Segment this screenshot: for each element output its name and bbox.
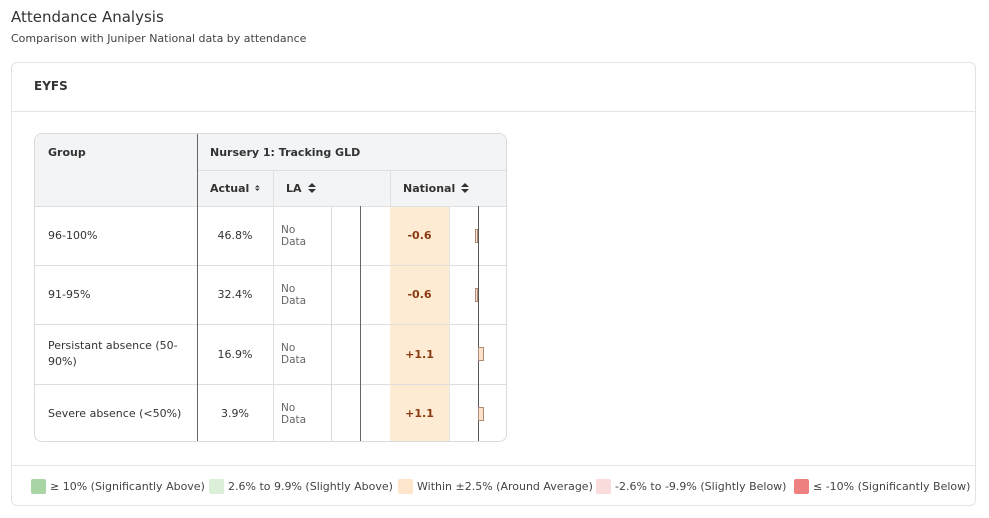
card-title: EYFS (34, 79, 68, 93)
col-line (360, 206, 361, 441)
row-line (35, 324, 506, 325)
la-cell: No Data (281, 342, 307, 366)
legend-swatch (596, 479, 611, 494)
difference-bar (478, 406, 485, 421)
sort-icon[interactable] (307, 183, 316, 193)
page-title: Attendance Analysis (11, 8, 164, 26)
legend-swatch (31, 479, 46, 494)
national-cell: +1.1 (405, 407, 434, 420)
sort-icon[interactable] (461, 183, 470, 193)
page-subtitle: Comparison with Juniper National data by… (11, 32, 307, 45)
row-line (35, 265, 506, 266)
row-line (197, 170, 506, 171)
national-cell: +1.1 (405, 347, 434, 361)
col-line (273, 170, 274, 441)
card: EYFS (11, 62, 976, 506)
actual-cell: 32.4% (217, 288, 253, 301)
legend-swatch (209, 479, 224, 494)
group-cell: Persistant absence (50-90%) (48, 339, 178, 368)
sort-icon[interactable] (255, 183, 260, 193)
col-line (390, 170, 391, 206)
col-line (197, 134, 198, 441)
header-label: LA (286, 181, 302, 195)
header-label: Actual (210, 181, 250, 195)
col-line (331, 206, 332, 441)
legend-label: 2.6% to 9.9% (Slightly Above) (228, 480, 393, 493)
group-cell: 91-95% (48, 287, 91, 301)
legend-label: ≤ -10% (Significantly Below) (813, 480, 971, 493)
sortable-header[interactable]: National (390, 170, 506, 206)
la-cell: No Data (281, 401, 307, 426)
header-cell: Group (48, 145, 86, 159)
legend-label: ≥ 10% (Significantly Above) (50, 480, 205, 493)
legend-swatch (398, 479, 413, 494)
actual-cell: 16.9% (217, 347, 253, 361)
group-cell: Severe absence (<50%) (48, 406, 182, 420)
difference-bar (478, 347, 485, 361)
divider (12, 111, 975, 112)
sortable-header[interactable]: Actual (197, 170, 273, 206)
row-line (35, 384, 506, 385)
col-line (449, 206, 450, 441)
header-label: National (403, 181, 456, 195)
legend-label: -2.6% to -9.9% (Slightly Below) (615, 480, 787, 493)
difference-bar (474, 287, 478, 302)
la-cell: No Data (281, 223, 307, 248)
header-cell: Nursery 1: Tracking GLD (210, 145, 361, 159)
legend-swatch (794, 479, 809, 494)
difference-bar (474, 228, 478, 243)
national-cell: -0.6 (407, 288, 432, 301)
group-cell: 96-100% (48, 228, 98, 242)
actual-cell: 46.8% (217, 229, 253, 242)
col-line (478, 206, 479, 441)
divider (12, 465, 975, 466)
national-bg (390, 206, 449, 441)
table: Group Nursery 1: Tracking GLD Actual LA Nati… (34, 133, 507, 442)
sortable-header[interactable]: LA (273, 170, 390, 206)
legend-label: Within ±2.5% (Around Average) (417, 480, 593, 493)
national-cell: -0.6 (407, 229, 432, 242)
la-cell: No Data (281, 282, 307, 307)
row-line (35, 206, 506, 207)
actual-cell: 3.9% (221, 407, 249, 420)
